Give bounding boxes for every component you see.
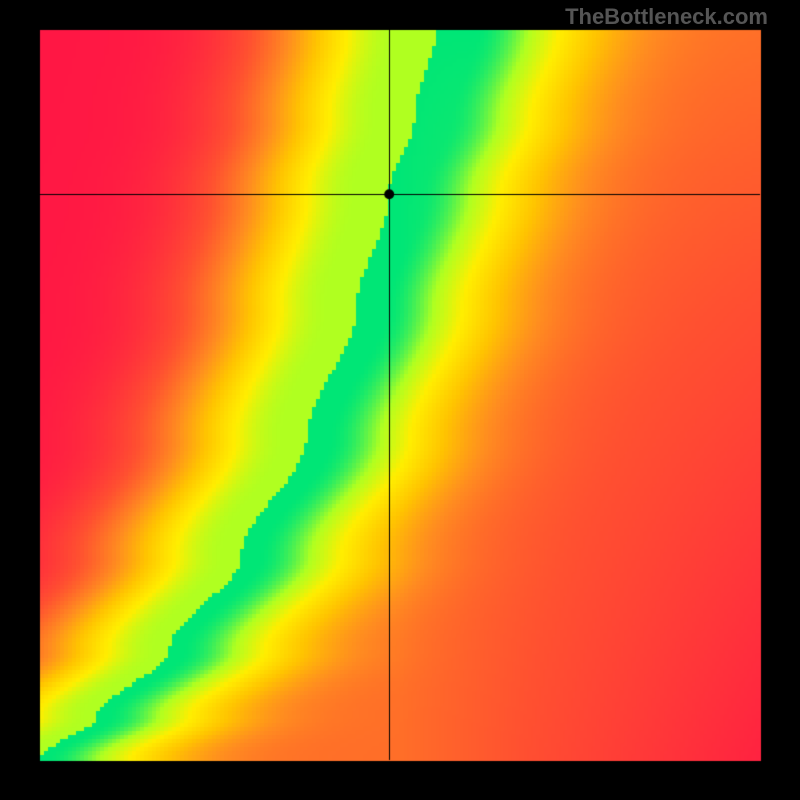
bottleneck-heatmap bbox=[0, 0, 800, 800]
chart-container: TheBottleneck.com bbox=[0, 0, 800, 800]
watermark-text: TheBottleneck.com bbox=[565, 4, 768, 30]
